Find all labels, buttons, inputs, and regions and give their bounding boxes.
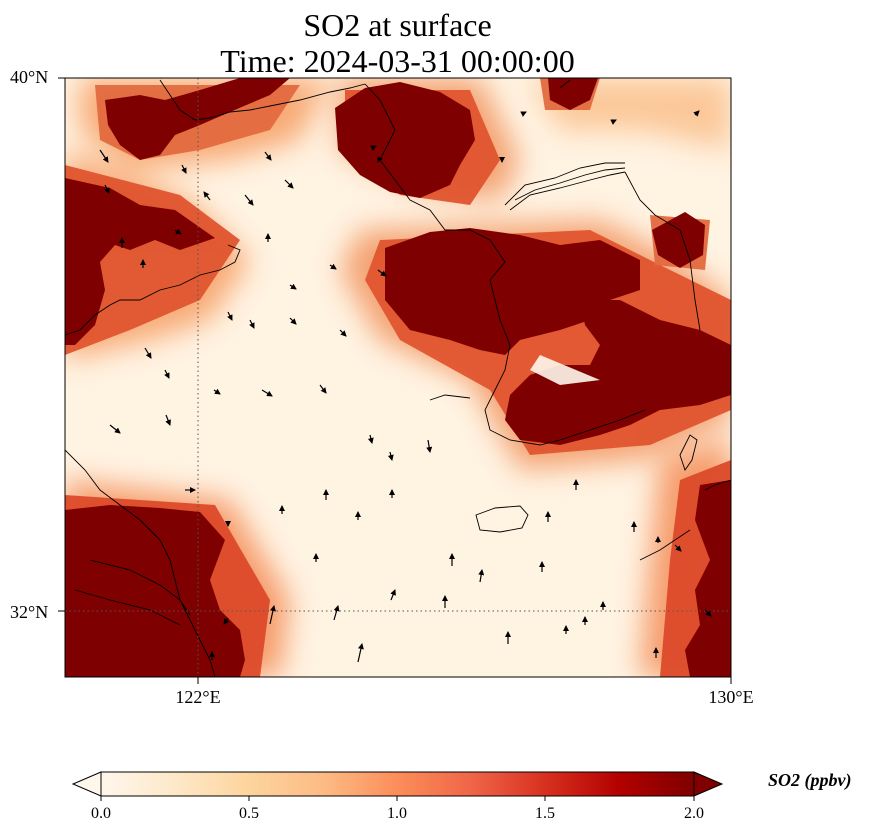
figure-title: SO2 at surface xyxy=(303,7,492,43)
wind-arrow xyxy=(610,119,617,125)
wind-arrow xyxy=(370,145,377,151)
colorbar xyxy=(71,771,724,801)
wind-arrow xyxy=(99,149,109,163)
wind-arrow xyxy=(377,269,387,277)
map-frame xyxy=(64,77,732,678)
wind-arrow xyxy=(357,643,364,663)
lat-label-32n: 32°N xyxy=(10,602,49,622)
lat-label-40n: 40°N xyxy=(10,67,49,87)
colorbar-gradient xyxy=(101,772,694,796)
wind-arrow xyxy=(377,156,383,163)
colorbar-tick-4: 2.0 xyxy=(684,805,704,822)
colorbar-extend-min xyxy=(71,771,102,797)
figure-subtitle-time: Time: 2024-03-31 00:00:00 xyxy=(220,43,575,79)
wind-arrow xyxy=(223,617,230,625)
wind-arrow xyxy=(227,311,233,321)
wind-arrow xyxy=(426,439,433,453)
axis-ticks xyxy=(58,77,732,684)
colorbar-tick-3: 1.5 xyxy=(535,805,555,822)
colorbar-label: SO2 (ppbv) xyxy=(768,770,852,790)
wind-arrow xyxy=(164,369,170,379)
wind-arrow xyxy=(339,329,347,337)
wind-arrow xyxy=(319,384,327,394)
wind-arrow xyxy=(387,451,394,461)
wind-arrow xyxy=(367,434,374,444)
wind-arrow xyxy=(165,414,171,426)
wind-arrow xyxy=(289,283,297,290)
wind-arrow xyxy=(261,389,273,397)
wind-arrow xyxy=(520,111,527,117)
coastline-layer xyxy=(65,79,731,677)
wind-arrow xyxy=(174,228,182,235)
so2-high-layer xyxy=(65,78,731,677)
wind-arrow xyxy=(478,569,485,583)
wind-arrow xyxy=(289,317,297,325)
wind-arrow xyxy=(284,179,294,189)
wind-arrow xyxy=(674,544,682,552)
gridlines xyxy=(65,78,731,677)
colorbar-tick-0: 0.0 xyxy=(91,805,111,822)
colorbar-tick-2: 1.0 xyxy=(387,805,407,822)
wind-arrow xyxy=(704,609,712,617)
wind-arrow xyxy=(249,319,255,329)
colorbar-extend-max xyxy=(693,771,724,797)
map-area xyxy=(65,78,731,677)
wind-arrows xyxy=(99,110,712,663)
lon-label-130e: 130°E xyxy=(708,687,754,707)
wind-arrow xyxy=(244,194,254,206)
wind-arrow xyxy=(264,151,272,161)
wind-arrow xyxy=(213,388,221,395)
wind-arrow xyxy=(329,263,337,270)
wind-arrow xyxy=(390,589,396,601)
wind-arrow xyxy=(104,184,110,194)
colorbar-tick-1: 0.5 xyxy=(239,805,259,822)
wind-arrow xyxy=(693,110,700,117)
wind-arrow xyxy=(181,164,187,174)
wind-arrow xyxy=(109,424,121,434)
wind-arrow xyxy=(144,347,152,359)
wind-arrow xyxy=(269,605,276,625)
wind-arrow xyxy=(333,605,340,621)
lon-label-122e: 122°E xyxy=(175,687,221,707)
wind-arrow xyxy=(203,191,211,201)
